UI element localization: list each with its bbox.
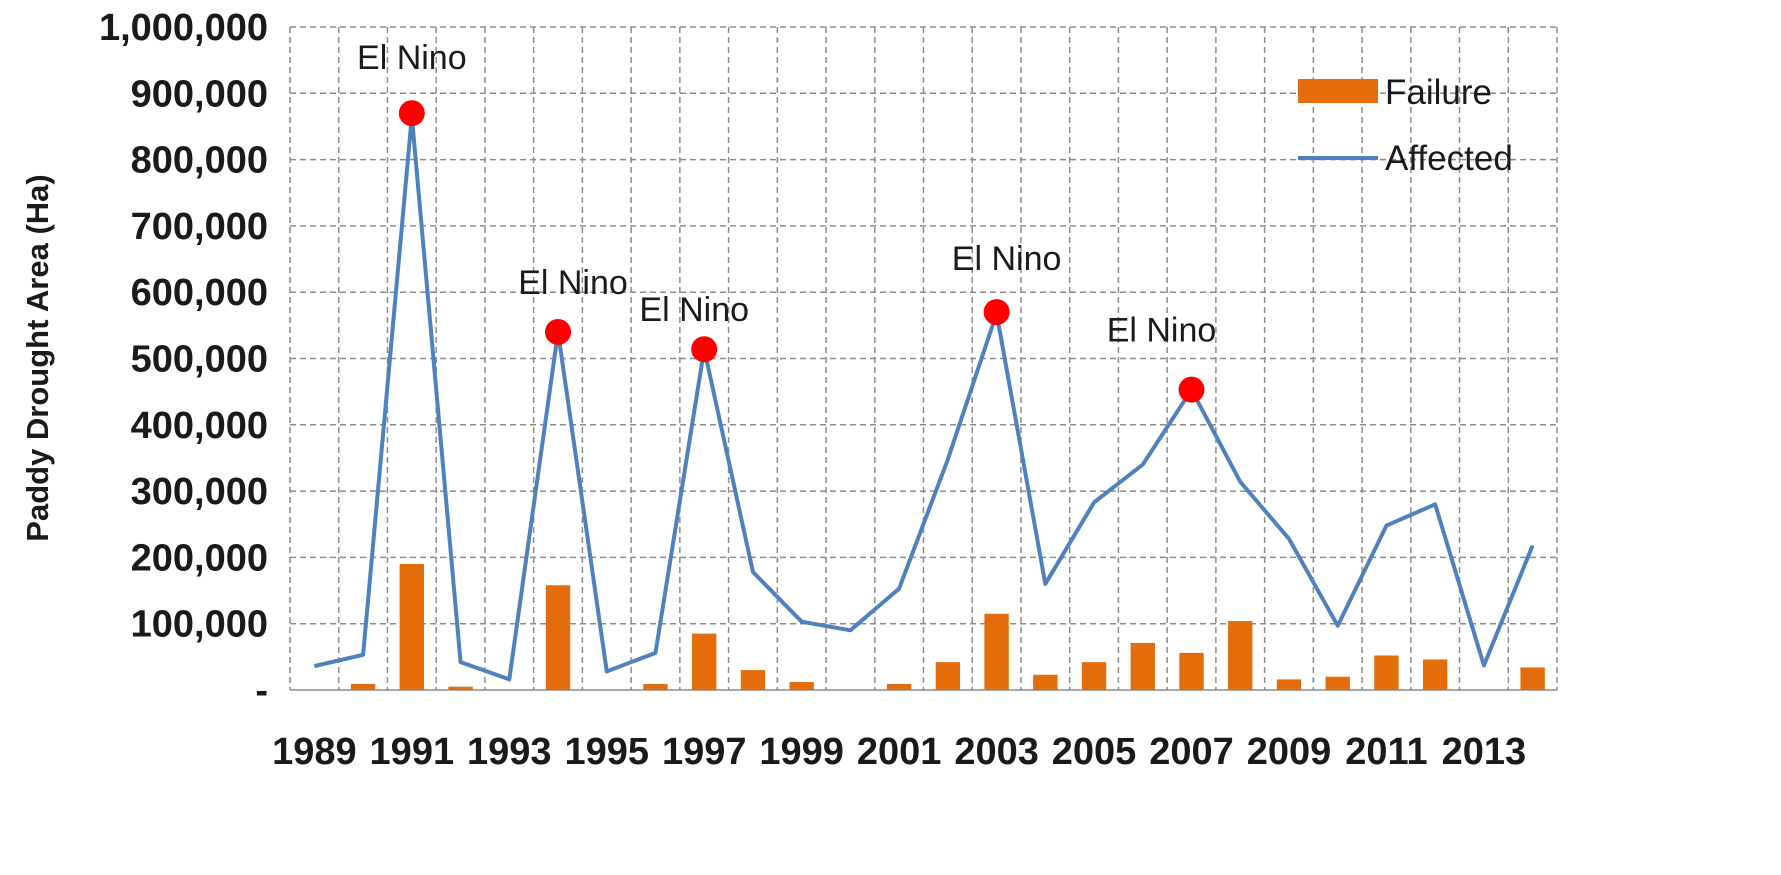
failure-bar	[1179, 652, 1204, 690]
el-nino-marker	[398, 100, 425, 127]
failure-bar	[1422, 659, 1448, 690]
y-tick-label: 1,000,000	[99, 7, 268, 49]
y-tick-label: 500,000	[131, 339, 268, 381]
failure-bar	[740, 670, 766, 690]
gridlines	[289, 26, 1558, 691]
el-nino-label: El Nino	[952, 240, 1062, 278]
legend-failure-swatch	[1298, 79, 1378, 103]
el-nino-label: El Nino	[518, 264, 628, 302]
el-nino-marker	[545, 318, 572, 345]
failure-bar	[643, 684, 668, 690]
legend-affected-label: Affected	[1385, 139, 1513, 178]
el-nino-marker	[1178, 376, 1205, 403]
affected-line-layer	[313, 114, 1535, 682]
x-tick-label: 1995	[564, 731, 649, 773]
x-tick-label: 2009	[1247, 731, 1332, 773]
legend: Failure Affected	[1298, 73, 1513, 178]
failure-bar	[1033, 674, 1058, 690]
x-tick-label: 2005	[1052, 731, 1137, 773]
y-tick-label: 200,000	[131, 537, 268, 579]
x-tick-label: 1989	[272, 731, 357, 773]
failure-bar	[692, 633, 717, 690]
failure-bar	[545, 585, 571, 690]
y-tick-label: 300,000	[131, 471, 268, 513]
x-tick-label: 1999	[759, 731, 844, 773]
failure-bar	[1081, 662, 1107, 690]
x-tick-label: 1997	[662, 731, 747, 773]
y-tick-label: -	[255, 670, 268, 712]
x-axis-ticks: 1989 1991 1993 1995 1997 1999 2001 2003 2005 2007…	[272, 731, 1526, 773]
y-tick-label: 400,000	[131, 405, 268, 447]
failure-bar	[1276, 679, 1302, 690]
x-tick-label: 1993	[467, 731, 552, 773]
failure-bar	[886, 684, 912, 690]
legend-failure-label: Failure	[1385, 73, 1492, 112]
failure-bar	[350, 684, 376, 690]
y-tick-label: 600,000	[131, 272, 268, 314]
failure-bar	[1325, 676, 1350, 690]
x-tick-label: 1991	[370, 731, 455, 773]
el-nino-marker	[983, 299, 1010, 326]
affected-line	[313, 114, 1535, 682]
x-tick-label: 2013	[1442, 731, 1527, 773]
failure-bar	[399, 564, 425, 690]
el-nino-label: El Nino	[357, 39, 467, 77]
failure-bar	[1228, 621, 1253, 690]
y-tick-label: 700,000	[131, 206, 268, 248]
annotations: El Nino El Nino El Nino El Nino El Nino	[357, 39, 1216, 349]
failure-bar	[789, 682, 814, 690]
failure-bar	[1520, 667, 1545, 690]
y-axis-label: Paddy Drought Area (Ha)	[20, 174, 55, 541]
x-tick-label: 2011	[1345, 731, 1427, 773]
failure-bar	[984, 613, 1009, 690]
x-tick-label: 2007	[1149, 731, 1234, 773]
y-axis-ticks: - 100,000 200,000 300,000 400,000 500,000 600,…	[99, 7, 268, 712]
el-nino-label: El Nino	[639, 291, 749, 329]
el-nino-label: El Nino	[1107, 312, 1217, 350]
failure-bars	[350, 564, 1545, 690]
failure-bar	[1130, 642, 1155, 690]
failure-bar	[935, 662, 961, 690]
el-nino-markers	[398, 100, 1205, 403]
x-tick-label: 2003	[954, 731, 1039, 773]
y-tick-label: 100,000	[131, 604, 268, 646]
y-tick-label: 800,000	[131, 140, 268, 182]
failure-bar	[1374, 655, 1399, 690]
x-tick-label: 2001	[857, 731, 942, 773]
y-tick-label: 900,000	[131, 73, 268, 115]
el-nino-marker	[691, 336, 718, 363]
failure-bar	[448, 686, 473, 690]
